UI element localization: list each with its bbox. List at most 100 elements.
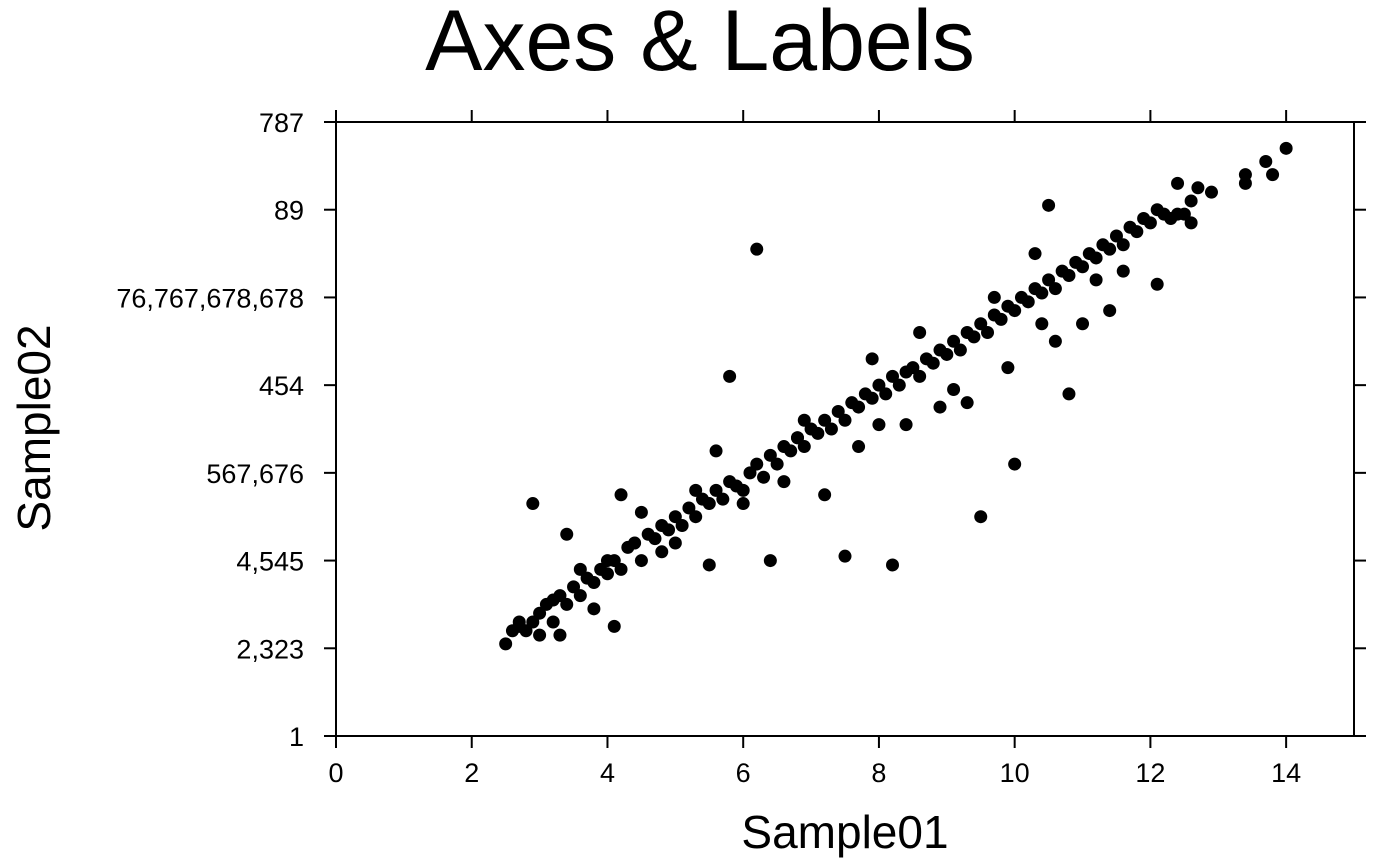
data-point	[526, 497, 540, 511]
data-point	[1184, 216, 1198, 230]
data-point	[716, 492, 730, 506]
data-point	[953, 343, 967, 357]
x-tick-label: 0	[328, 758, 343, 788]
y-tick-label: 787	[259, 108, 304, 138]
data-point	[560, 527, 574, 541]
data-point	[1028, 247, 1042, 261]
data-point	[974, 510, 988, 524]
data-point	[770, 457, 784, 471]
data-point	[573, 562, 587, 576]
data-point	[1062, 269, 1076, 282]
data-point	[702, 558, 716, 572]
data-point	[662, 523, 676, 537]
data-point	[824, 422, 838, 436]
data-point	[736, 497, 750, 511]
data-point	[974, 317, 988, 331]
y-tick-label: 2,323	[236, 634, 304, 664]
data-point	[1048, 282, 1062, 296]
data-point	[499, 637, 513, 651]
data-point	[614, 562, 628, 576]
data-point	[668, 536, 682, 550]
data-point	[967, 330, 981, 344]
data-point	[1266, 168, 1280, 182]
data-point	[790, 431, 804, 445]
data-point	[784, 444, 798, 458]
data-point	[777, 475, 791, 489]
data-point	[553, 628, 567, 642]
data-point	[872, 378, 886, 392]
data-point	[709, 444, 723, 458]
data-point	[763, 554, 777, 568]
data-point	[947, 383, 961, 397]
data-point	[607, 554, 621, 568]
data-point	[987, 290, 1001, 304]
data-point	[1076, 317, 1090, 331]
data-point	[1076, 260, 1090, 274]
x-tick-label: 10	[1000, 758, 1030, 788]
data-point	[818, 488, 832, 502]
data-point	[865, 391, 879, 405]
data-points	[499, 141, 1293, 651]
data-point	[1042, 273, 1056, 287]
data-point	[743, 466, 757, 480]
data-point	[560, 597, 574, 611]
y-tick-label: 89	[274, 196, 304, 226]
x-tick-label: 12	[1135, 758, 1165, 788]
data-point	[913, 369, 927, 383]
data-point	[1048, 334, 1062, 348]
data-point	[886, 369, 900, 383]
data-point	[899, 418, 913, 432]
data-point	[1116, 238, 1130, 252]
data-point	[1279, 141, 1293, 155]
data-point	[852, 440, 866, 454]
data-point	[634, 554, 648, 568]
data-point	[926, 356, 940, 370]
data-point	[587, 576, 601, 589]
data-point	[797, 413, 811, 427]
data-point	[607, 619, 621, 633]
data-point	[750, 242, 764, 256]
y-tick-label: 4,545	[236, 547, 304, 577]
plot-frame	[335, 121, 1355, 737]
x-tick-label: 8	[871, 758, 886, 788]
x-tick-label: 14	[1271, 758, 1301, 788]
data-point	[933, 400, 947, 414]
y-axis-label: Sample02	[8, 324, 60, 531]
data-point	[682, 501, 696, 515]
data-point	[1171, 176, 1185, 190]
x-tick-label: 6	[736, 758, 751, 788]
data-point	[940, 347, 954, 361]
data-point	[1035, 317, 1049, 331]
data-point	[797, 440, 811, 454]
data-point	[831, 404, 845, 418]
data-point	[600, 567, 614, 581]
y-tick-label: 567,676	[206, 459, 304, 489]
data-point	[587, 602, 601, 616]
data-point	[1042, 198, 1056, 212]
data-point	[1008, 304, 1022, 318]
data-point	[723, 369, 737, 383]
data-point	[709, 483, 723, 497]
data-point	[1191, 181, 1205, 195]
data-point	[1184, 194, 1198, 208]
data-point	[648, 532, 662, 546]
data-point	[960, 396, 974, 410]
data-point	[1021, 295, 1035, 309]
y-tick-label: 454	[259, 371, 304, 401]
data-point	[1130, 225, 1144, 239]
x-axis: 0 2 4 6 8 10 12 14	[328, 110, 1301, 788]
x-tick-label: 2	[464, 758, 479, 788]
data-point	[913, 326, 927, 340]
data-point	[546, 615, 560, 629]
data-point	[546, 593, 560, 607]
data-point	[1103, 304, 1117, 318]
data-point	[614, 488, 628, 502]
data-point	[906, 361, 920, 375]
data-point	[811, 426, 825, 440]
data-point	[1001, 361, 1015, 375]
data-point	[628, 536, 642, 550]
data-point	[1116, 264, 1130, 278]
data-point	[1008, 457, 1022, 471]
data-point	[1150, 277, 1164, 291]
